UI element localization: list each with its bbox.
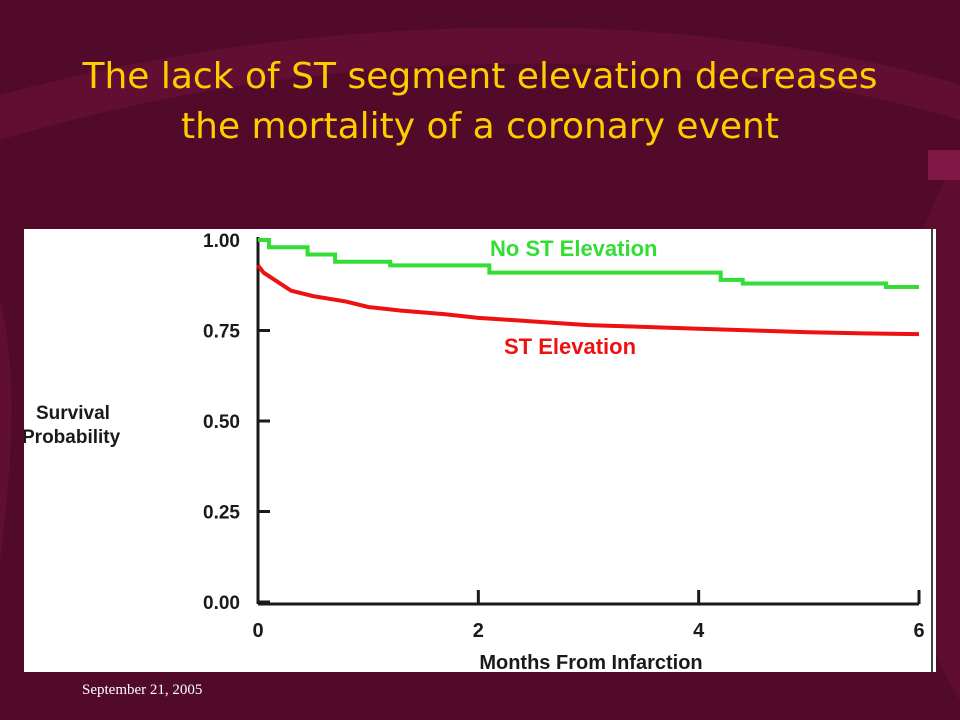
slide-title: The lack of ST segment elevation decreas… (82, 56, 878, 147)
series-line-st-elevation (256, 264, 920, 337)
y-tick-label: 0.00 (203, 593, 240, 614)
swirl-top (0, 27, 960, 140)
footer-date: September 21, 2005 (82, 682, 203, 698)
series-line-no-st-elevation (258, 238, 919, 290)
x-tick-label: 2 (473, 620, 484, 642)
survival-chart: 0.00 0.25 0.50 0.75 1.00 0 2 4 6 Survival Proba… (24, 229, 933, 672)
y-tick-label: 0.75 (203, 322, 240, 343)
series-label-st: ST Elevation (504, 334, 636, 359)
swirl-left (0, 300, 12, 560)
chart-panel: 0.00 0.25 0.50 0.75 1.00 0 2 4 6 Survival Proba… (24, 229, 936, 672)
x-tick-label: 4 (693, 620, 705, 642)
accent-block (928, 150, 960, 180)
y-axis-label: Survival Probability (24, 403, 121, 448)
y-ticks: 0.00 0.25 0.50 0.75 1.00 (203, 231, 270, 614)
y-tick-label: 1.00 (203, 231, 240, 252)
series-label-no-st: No ST Elevation (490, 236, 657, 261)
y-tick-label: 0.25 (203, 503, 240, 524)
x-ticks: 0 2 4 6 (252, 590, 925, 642)
x-axis-label: Months From Infarction (479, 652, 702, 672)
y-axis-label-line1: Survival (36, 403, 110, 424)
y-tick-label: 0.50 (203, 412, 240, 433)
x-tick-label: 6 (913, 620, 924, 642)
x-tick-label: 0 (252, 620, 263, 642)
y-axis-label-line2: Probability (24, 427, 121, 448)
series-layer (256, 238, 920, 337)
